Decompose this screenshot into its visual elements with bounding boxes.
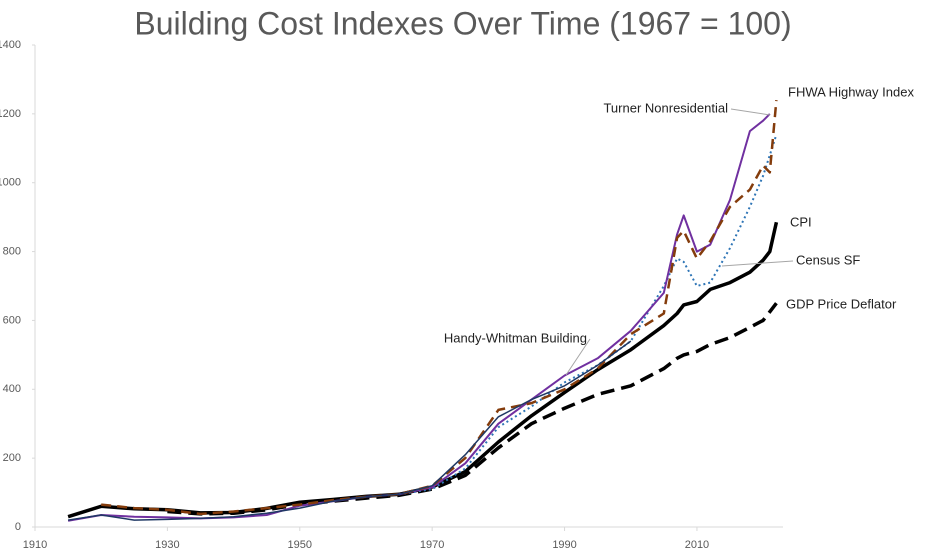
series-label: Census SF [796,252,860,267]
y-tick-label: 0 [15,521,21,533]
series-label: GDP Price Deflator [786,296,897,311]
y-tick-label: 400 [3,383,21,395]
series-line [67,113,771,522]
series-label: Handy-Whitman Building [444,330,587,345]
x-tick-label: 1950 [288,539,312,551]
series-line [67,340,632,521]
y-tick-label: 1400 [0,39,21,51]
series-line [398,134,778,496]
series-label: FHWA Highway Index [788,84,914,99]
x-tick-label: 1990 [552,539,576,551]
series-label: CPI [790,214,812,229]
x-tick-label: 1910 [23,539,47,551]
y-tick-label: 800 [3,245,21,257]
x-tick-label: 1930 [155,539,179,551]
x-tick-label: 2010 [685,539,709,551]
series-line [101,99,778,516]
y-tick-label: 1000 [0,177,21,189]
y-tick-label: 200 [3,452,21,464]
y-tick-label: 600 [3,314,21,326]
leader-line [565,338,591,376]
y-tick-label: 1200 [0,108,21,120]
series-label: Turner Nonresidential [603,100,728,115]
leader-line [721,260,794,267]
x-tick-label: 1970 [420,539,444,551]
leader-line [730,108,771,116]
chart-title: Building Cost Indexes Over Time (1967 = … [134,5,791,41]
